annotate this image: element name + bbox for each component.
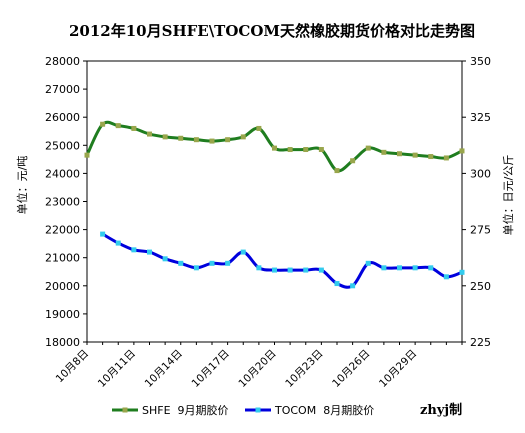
series-0-point [84,152,90,158]
series-1-point [162,256,168,262]
series-0-point [131,125,137,131]
series-1-point [397,265,402,271]
series-0-point [381,149,387,155]
series-1-point [147,249,152,255]
series-0-point [303,147,309,153]
series-1-point [428,265,434,271]
series-1-point [287,267,293,273]
series-0-point [318,147,324,153]
series-0-point [334,168,340,174]
series-1-point [272,267,277,273]
series-1-point [131,247,137,253]
legend-label-shfe: SHFE 9月期胶价 [142,403,229,417]
series-1-point [193,265,199,271]
y-right-tick-label: 225 [470,336,491,349]
series-0-point [397,151,402,157]
y-left-tick-label: 19000 [45,308,80,321]
x-tick-label: 10月14日 [143,348,185,390]
series-0-point [459,148,465,154]
y-axis-left-label: 单位：元/吨 [15,156,29,215]
series-0-point [240,134,246,140]
series-1-point [115,240,121,246]
series-layer [84,120,465,289]
y-left-tick-label: 21000 [45,252,80,265]
series-0-point [147,131,152,137]
credit-text: zhyj制 [420,402,462,418]
series-1-point [318,267,324,273]
x-tick-label: 10月17日 [190,348,232,390]
legend-marker-shfe [122,407,128,413]
y-left-tick-label: 25000 [45,139,80,152]
series-0-point [209,138,215,144]
series-1-point [334,281,340,287]
series-1-point [412,265,418,271]
series-1-point [350,283,356,289]
series-1-point [209,260,215,266]
series-1-point [178,260,184,266]
series-0-point [225,137,231,143]
series-0-point [428,154,434,160]
x-tick-label: 10月29日 [377,348,419,390]
legend-marker-tocom [255,407,261,413]
series-1-point [443,274,449,280]
series-0-point [256,125,262,131]
y-axis-right-label: 单位：日元/公斤 [501,155,515,236]
series-0-point [350,158,356,164]
series-0-point [162,134,168,140]
series-0-point [100,121,106,127]
plot-area [86,60,463,343]
legend-label-tocom: TOCOM 8月期胶价 [274,403,374,417]
series-1-point [240,249,246,255]
x-tick-label: 10月26日 [330,348,372,390]
y-axis-right-ticks: 225 250 275 300 325 350 [462,55,491,349]
series-0-point [443,155,449,161]
series-0-point [115,123,121,129]
series-0-point [365,145,371,151]
y-left-tick-label: 20000 [45,280,80,293]
y-left-tick-label: 22000 [45,224,80,237]
series-1-point [459,269,465,275]
chart-title: 2012年10月SHFE\TOCOM天然橡胶期货价格对比走势图 [69,22,475,40]
series-0-point [287,147,293,153]
y-left-tick-label: 23000 [45,196,80,209]
y-right-tick-label: 275 [470,224,491,237]
y-left-tick-label: 18000 [45,336,80,349]
y-left-tick-label: 26000 [45,111,80,124]
legend: SHFE 9月期胶价 TOCOM 8月期胶价 [112,403,374,417]
series-1-point [381,265,387,271]
series-1-point [100,231,106,237]
series-0-point [193,137,199,143]
x-tick-label: 10月23日 [283,348,325,390]
y-right-tick-label: 250 [470,280,491,293]
x-tick-label: 10月20日 [236,348,278,390]
series-0-point [272,145,277,151]
y-left-tick-label: 28000 [45,55,80,68]
series-1-point [303,267,309,273]
y-right-tick-label: 350 [470,55,491,68]
x-axis-ticks: 10月8日 10月11日 10月14日 10月17日 10月20日 10月23日 10月26… [54,342,463,390]
x-tick-label: 10月8日 [54,348,92,386]
x-tick-label: 10月11日 [96,348,138,390]
series-0-point [178,135,184,141]
y-left-tick-label: 24000 [45,167,80,180]
series-0-point [412,152,418,158]
y-right-tick-label: 300 [470,167,491,180]
series-1-point [225,260,231,266]
y-axis-left-ticks: 18000 19000 20000 21000 22000 23000 24000 25000… [45,55,87,349]
y-left-tick-label: 27000 [45,83,80,96]
series-1-point [256,265,262,271]
y-right-tick-label: 325 [470,111,491,124]
series-1-point [365,260,371,266]
